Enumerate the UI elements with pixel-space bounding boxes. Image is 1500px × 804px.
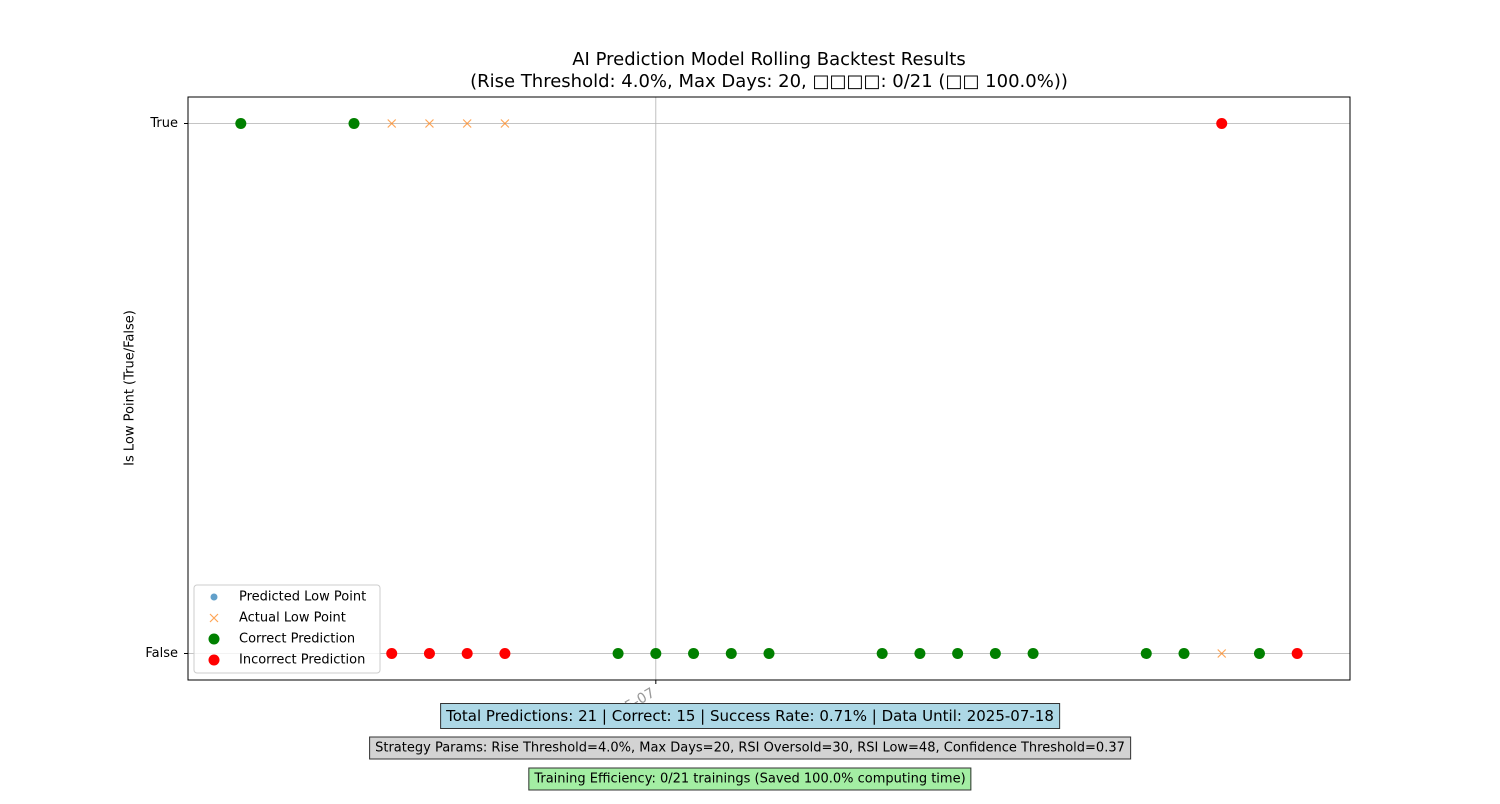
series — [236, 119, 1264, 658]
marker-dot — [386, 648, 398, 659]
annotation-box: Training Efficiency: 0/21 trainings (Sav… — [528, 767, 972, 791]
legend-label: Actual Low Point — [239, 611, 346, 626]
series — [237, 120, 1301, 657]
marker-x — [425, 119, 434, 128]
marker-dot — [348, 118, 360, 129]
y-tick-label: True — [149, 116, 178, 131]
y-axis-label: Is Low Point (True/False) — [123, 310, 138, 466]
marker-dot — [461, 648, 473, 659]
marker-x — [462, 119, 472, 128]
marker-dot — [876, 648, 888, 659]
plot-frame — [187, 96, 1351, 681]
marker-dot — [650, 648, 662, 659]
marker-dot — [235, 118, 247, 129]
marker-dot — [423, 648, 435, 659]
series — [386, 118, 1303, 659]
marker-dot — [763, 648, 775, 659]
chart-subtitle: (Rise Threshold: 4.0%, Max Days: 20, □□□… — [470, 71, 1068, 92]
marker-dot — [208, 633, 220, 645]
series — [235, 118, 1265, 659]
legend-label: Incorrect Prediction — [239, 653, 365, 668]
marker-dot — [1178, 648, 1190, 659]
marker-dot — [1027, 648, 1039, 659]
marker-dot — [499, 648, 511, 659]
marker-dot — [1253, 648, 1265, 659]
marker-dot — [210, 593, 218, 601]
legend-label: Correct Prediction — [239, 632, 355, 647]
marker-dot — [1140, 648, 1152, 659]
marker-dot — [208, 654, 220, 666]
marker-dot — [725, 648, 737, 659]
legend-box — [193, 584, 381, 674]
marker-dot — [989, 648, 1001, 659]
legend-label: Predicted Low Point — [239, 590, 366, 605]
marker-dot — [952, 648, 964, 659]
marker-dot — [914, 648, 926, 659]
marker-x — [387, 119, 397, 128]
marker-dot — [1216, 118, 1228, 129]
marker-x — [209, 613, 219, 623]
annotation-box: Total Predictions: 21 | Correct: 15 | Su… — [440, 703, 1060, 729]
annotation-box: Strategy Params: Rise Threshold=4.0%, Ma… — [369, 736, 1131, 760]
chart-title: AI Prediction Model Rolling Backtest Res… — [572, 49, 966, 70]
legend: Predicted Low Point Actual Low Point Corre… — [193, 584, 381, 674]
marker-dot — [1291, 648, 1303, 659]
marker-dot — [688, 648, 700, 659]
marker-x — [1217, 649, 1227, 658]
y-tick-label: False — [145, 646, 178, 661]
marker-dot — [612, 648, 624, 659]
marker-x — [500, 119, 510, 128]
